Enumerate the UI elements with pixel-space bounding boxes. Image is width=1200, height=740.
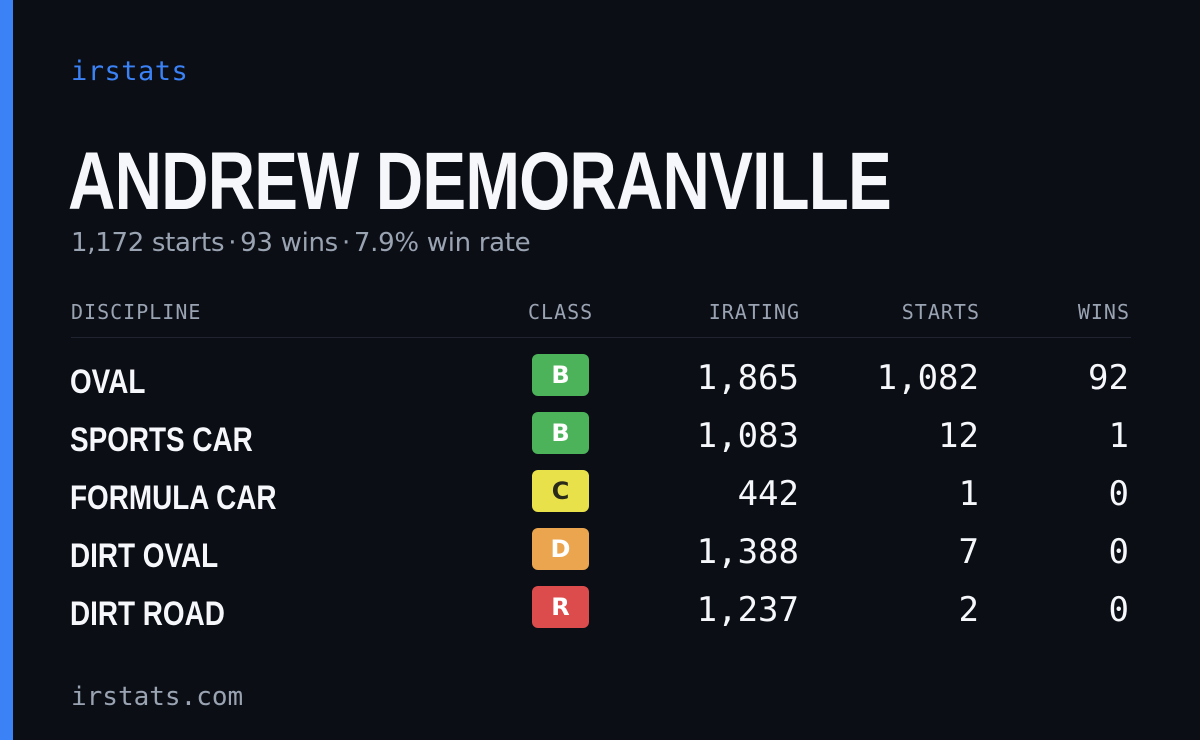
discipline-name: OVAL [70,363,146,401]
discipline-name: DIRT ROAD [70,595,225,633]
wins-value: 0 [1108,590,1129,630]
wins-value: 0 [1108,474,1129,514]
header-wins: WINS [1077,300,1130,324]
wins-value: 1 [1108,416,1129,456]
discipline-name: DIRT OVAL [70,537,219,575]
total-wins: 93 wins [240,228,338,258]
header-discipline: DISCIPLINE [71,300,202,324]
brand-logo[interactable]: irstats [71,56,189,87]
starts-value: 1 [958,474,979,514]
class-badge: C [532,470,589,512]
footer-link[interactable]: irstats.com [71,682,244,712]
table-row: FORMULA CAR C 442 1 0 [0,470,1200,528]
irating-value: 442 [737,474,799,514]
accent-bar [0,0,13,740]
starts-value: 2 [958,590,979,630]
header-class: CLASS [528,300,594,324]
starts-value: 1,082 [876,358,979,398]
starts-value: 12 [938,416,979,456]
driver-summary: 1,172 starts · 93 wins · 7.9% win rate [71,228,531,258]
class-badge: B [532,354,589,396]
driver-name: ANDREW DEMORANVILLE [68,136,892,227]
irating-value: 1,388 [696,532,799,572]
table-row: OVAL B 1,865 1,082 92 [0,354,1200,412]
starts-value: 7 [958,532,979,572]
table-row: SPORTS CAR B 1,083 12 1 [0,412,1200,470]
table-row: DIRT OVAL D 1,388 7 0 [0,528,1200,586]
header-starts: STARTS [901,300,980,324]
header-irating: IRATING [708,300,800,324]
total-starts: 1,172 starts [71,228,225,258]
irating-value: 1,083 [696,416,799,456]
wins-value: 0 [1108,532,1129,572]
irating-value: 1,237 [696,590,799,630]
discipline-name: SPORTS CAR [70,421,253,459]
discipline-name: FORMULA CAR [70,479,277,517]
class-badge: D [532,528,589,570]
win-rate: 7.9% win rate [353,228,531,258]
header-divider [71,337,1131,338]
separator: · [228,228,237,258]
separator: · [341,228,350,258]
class-badge: R [532,586,589,628]
irating-value: 1,865 [696,358,799,398]
table-row: DIRT ROAD R 1,237 2 0 [0,586,1200,644]
wins-value: 92 [1088,358,1129,398]
class-badge: B [532,412,589,454]
